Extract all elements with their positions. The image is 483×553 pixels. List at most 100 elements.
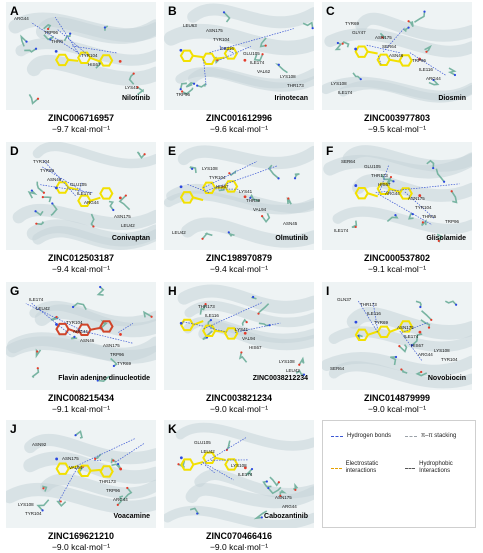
panel-letter: H [168, 284, 177, 298]
residue-label: TRP96 [412, 58, 426, 63]
residue-label: HIS67 [411, 343, 424, 348]
zinc-id: ZINC000537802 [322, 253, 472, 263]
residue-label: ARG44 [418, 352, 433, 357]
atom [252, 296, 254, 298]
binding-energy: −9.0 kcal·mol⁻¹ [164, 542, 314, 553]
drug-name: Glisolamide [426, 235, 466, 242]
residue-label: LYS108 [280, 74, 296, 79]
residue-label: ASN175 [397, 325, 414, 330]
atom [126, 487, 128, 489]
binding-energy: −9.0 kcal·mol⁻¹ [6, 542, 156, 553]
ligand-nitrogen [180, 185, 183, 188]
ligand-nitrogen [180, 322, 183, 325]
residue-label: ASN175 [375, 35, 392, 40]
residue-label: ARG44 [282, 504, 297, 509]
residue-label: TYR104 [33, 159, 50, 164]
atom [422, 221, 424, 223]
ligand-ring [203, 54, 215, 64]
ligand-bond [193, 56, 203, 57]
legend-pi-pi-stacking: π–π stacking [405, 433, 475, 440]
ligand-ring [56, 324, 68, 334]
residue-label: LYS41 [235, 327, 248, 332]
atom [72, 306, 74, 308]
binding-energy: −9.6 kcal·mol⁻¹ [164, 124, 314, 135]
ligand-ring [203, 453, 215, 463]
residue-label: TRP96 [106, 488, 120, 493]
residue-label: HIS67 [88, 62, 101, 67]
ligand-bond [215, 458, 225, 460]
atom [267, 487, 269, 489]
residue-label: ASN175 [103, 343, 120, 348]
residue-label: TYR69 [374, 320, 388, 325]
residue-label: LYS41 [125, 85, 138, 90]
residue-label: VAL94 [242, 336, 255, 341]
zinc-id: ZINC008215434 [6, 393, 156, 403]
residue-label: TRP96 [445, 219, 459, 224]
residue-label: SER64 [341, 159, 355, 164]
atom [35, 223, 37, 225]
atom [294, 177, 296, 179]
panel-letter: E [168, 144, 176, 158]
residue-label: LYS108 [279, 359, 295, 364]
drug-name: Flavin adenine dinucleotide [58, 375, 150, 382]
residue-label: ILE116 [205, 313, 219, 318]
binding-energy: −9.4 kcal·mol⁻¹ [6, 264, 156, 275]
binding-energy: −9.4 kcal·mol⁻¹ [164, 264, 314, 275]
ligand-bond [390, 60, 400, 62]
residue-label: GLU105 [243, 51, 260, 56]
residue-label: ARG44 [385, 191, 400, 196]
atom [150, 316, 152, 318]
residue-label: VAL62 [257, 69, 270, 74]
protein-ribbon [184, 152, 314, 163]
atom [298, 364, 300, 366]
atom [191, 168, 193, 170]
residue-label: TYR104 [213, 37, 230, 42]
atom [360, 78, 362, 80]
binding-energy: −9.1 kcal·mol⁻¹ [6, 404, 156, 415]
ligand-bond [91, 470, 101, 471]
protein-ribbon [358, 180, 472, 195]
residue-label: LYS41 [239, 189, 252, 194]
legend-label: π–π stacking [421, 433, 456, 440]
residue-label: HIS67 [249, 345, 262, 350]
binding-energy: −9.0 kcal·mol⁻¹ [322, 404, 472, 415]
atom [92, 225, 94, 227]
residue-label: LYS108 [331, 81, 347, 86]
residue-label: ILE174 [238, 472, 252, 477]
atom [201, 238, 203, 240]
legend-hydrophobic: Hydrophobic Interactions [405, 461, 475, 475]
residue-stick [29, 191, 35, 199]
atom [125, 194, 127, 196]
ligand-oxygen [119, 60, 122, 63]
residue-label: TYR69 [345, 21, 359, 26]
residue-label: ILE174 [334, 228, 348, 233]
zinc-id: ZINC070466416 [164, 531, 314, 541]
atom [37, 98, 39, 100]
residue-label: SER64 [330, 366, 344, 371]
residue-label: ARG44 [113, 497, 128, 502]
residue-stick [109, 201, 113, 209]
legend-electrostatic: Electrostatic interactions [331, 461, 403, 475]
drug-name: Cabozantinib [264, 513, 308, 520]
atom [355, 226, 357, 228]
protein-ribbon [37, 146, 156, 163]
residue-label: GLY47 [352, 30, 366, 35]
drug-name: Novobiocin [428, 375, 466, 382]
atom [257, 313, 259, 315]
atom [407, 20, 409, 22]
residue-label: TYR69 [40, 168, 54, 173]
drug-name: Olmutinib [275, 235, 308, 242]
atom [144, 153, 146, 155]
ligand-bond [368, 193, 378, 196]
atom [420, 371, 422, 373]
residue-label: TRP96 [44, 30, 58, 35]
legend-label: Electrostatic interactions [346, 461, 403, 475]
atom [278, 64, 280, 66]
ligand-nitrogen [179, 49, 182, 52]
residue-stick [190, 167, 196, 173]
atom [407, 27, 409, 29]
